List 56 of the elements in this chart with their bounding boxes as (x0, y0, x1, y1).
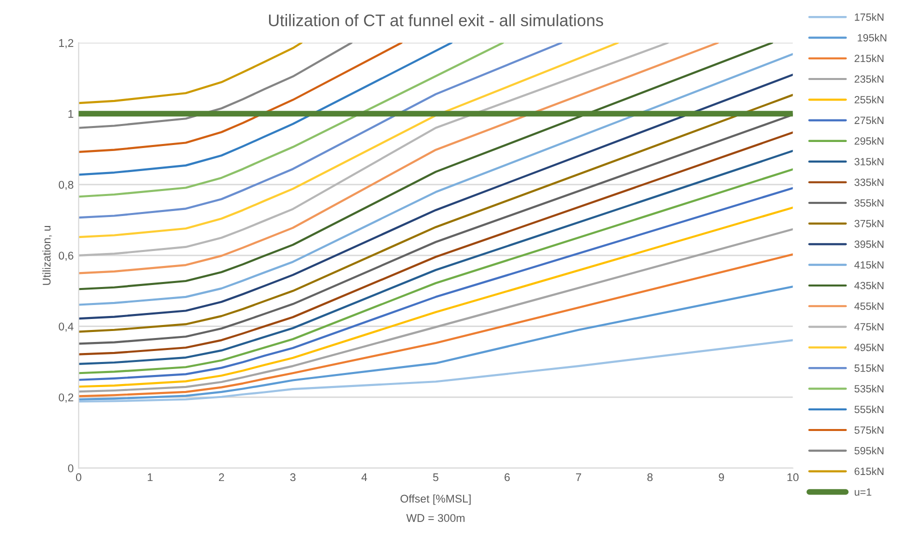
line-series (78, 42, 352, 129)
x-tick-label: 0 (76, 473, 82, 482)
legend-label: 375kN (854, 220, 884, 228)
y-tick-label: 1,2 (59, 39, 74, 48)
legend-label: 615kN (854, 467, 884, 476)
legend-label: 495kN (854, 344, 884, 352)
legend-label: 255kN (854, 96, 884, 104)
legend-label: 195kN (858, 34, 886, 42)
x-tick-label: 7 (576, 473, 582, 482)
legend-label: 175kN (854, 13, 884, 21)
legend-label: 315kN (854, 158, 884, 166)
text: WD = 300m (406, 514, 464, 522)
line-series (78, 42, 402, 154)
x-tick-label: 8 (647, 473, 653, 482)
x-tick-label: 5 (433, 473, 438, 482)
x-tick-label: 9 (718, 473, 724, 482)
y-tick-label: 1 (68, 110, 74, 118)
line-series (78, 339, 793, 403)
x-axis-title: Offset [%MSL] (400, 494, 471, 505)
x-tick-label: 2 (218, 473, 224, 482)
line-series (78, 42, 504, 198)
y-tick-label: 0,8 (58, 180, 74, 190)
legend-label: 475kN (854, 322, 884, 331)
x-tick-label: 4 (361, 473, 368, 482)
legend-label: 275kN (854, 116, 884, 124)
legend-label: 555kN (854, 405, 884, 414)
legend-label: 335kN (854, 178, 884, 186)
y-axis-title: Utilization, u (42, 226, 52, 285)
x-tick-label: 3 (290, 473, 296, 482)
legend-label: 435kN (854, 282, 884, 290)
y-tick-label: 0,4 (58, 322, 74, 332)
legend-label: 415kN (854, 260, 884, 269)
chart-title: Utilization of CT at funnel exit - all simulations (269, 14, 604, 26)
legend-label: 295kN (854, 137, 884, 145)
x-tick-label: 10 (787, 473, 799, 482)
y-tick-label: 0,6 (58, 252, 74, 261)
y-tick-label: 0 (68, 464, 74, 472)
x-tick-label: 6 (504, 473, 510, 482)
line-series (78, 42, 562, 219)
legend-label: 215kN (854, 54, 884, 62)
legend-label: 575kN (854, 426, 884, 434)
legend-label: 355kN (854, 198, 884, 207)
x-tick-label: 1 (148, 473, 153, 482)
y-tick-label: 0,2 (58, 394, 74, 403)
line-series (78, 42, 452, 176)
line-series (78, 286, 793, 400)
line-series (78, 42, 303, 104)
legend-label: 455kN (854, 302, 884, 310)
legend-label: 515kN (854, 364, 884, 372)
line-series (78, 253, 793, 398)
legend-label: 535kN (854, 384, 884, 392)
legend-label: 595kN (854, 446, 884, 454)
legend-label: 395kN (854, 240, 884, 248)
legend-label: 235kN (854, 75, 884, 83)
line-series (78, 42, 619, 238)
legend-label: u=1 (854, 488, 872, 496)
